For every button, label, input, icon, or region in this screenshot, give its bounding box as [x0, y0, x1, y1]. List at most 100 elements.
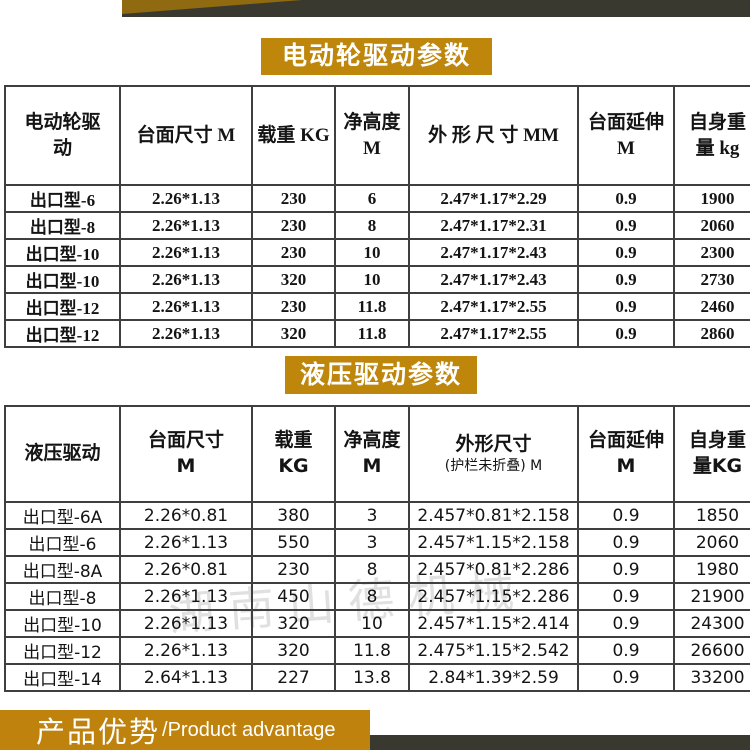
table-cell: 2.457*1.15*2.158	[408, 528, 579, 557]
table-cell: 0.9	[577, 319, 675, 348]
table-cell: 230	[251, 555, 336, 584]
table-cell: 33200	[673, 663, 750, 692]
hydraulic-drive-table: 液压驱动 台面尺寸 M 载重 KG 净高度 M 外形尺寸 (护栏未折叠) M 台面延伸 M 自身重 量K…	[4, 405, 750, 692]
table-cell: 10	[334, 238, 410, 267]
table-cell: 0.9	[577, 636, 675, 665]
table-cell: 出口型-8	[4, 582, 121, 611]
table-cell: 0.9	[577, 582, 675, 611]
table-cell: 320	[251, 636, 336, 665]
table-cell: 2.26*1.13	[119, 636, 253, 665]
table-cell: 2.26*1.13	[119, 292, 253, 321]
table-cell: 2.47*1.17*2.55	[408, 292, 579, 321]
table-cell: 2.457*0.81*2.158	[408, 501, 579, 530]
table-cell: 11.8	[334, 636, 410, 665]
table-cell: 0.9	[577, 609, 675, 638]
table-cell: 0.9	[577, 292, 675, 321]
column-header: 台面尺寸 M	[119, 85, 253, 186]
table-cell: 2.457*1.15*2.414	[408, 609, 579, 638]
table-row: 出口型-10 2.26*1.13 230 10 2.47*1.17*2.43 0.9 230…	[4, 238, 750, 267]
table-cell: 2.47*1.17*2.43	[408, 265, 579, 294]
table-cell: 230	[251, 292, 336, 321]
table-row: 出口型-12 2.26*1.13 320 11.8 2.47*1.17*2.55 0.9 2…	[4, 319, 750, 348]
table-cell: 出口型-14	[4, 663, 121, 692]
column-header: 外形尺寸 (护栏未折叠) M	[408, 405, 579, 503]
table-cell: 0.9	[577, 184, 675, 213]
column-header: 台面尺寸 M	[119, 405, 253, 503]
table-cell: 出口型-6	[4, 184, 121, 213]
table-row: 出口型-6 2.26*1.13 550 3 2.457*1.15*2.158 0.9 206…	[4, 528, 750, 557]
table-cell: 26600	[673, 636, 750, 665]
table-cell: 2060	[673, 528, 750, 557]
table-cell: 3	[334, 528, 410, 557]
table-cell: 2.47*1.17*2.55	[408, 319, 579, 348]
table-cell: 230	[251, 184, 336, 213]
table-row: 出口型-12 2.26*1.13 320 11.8 2.475*1.15*2.542 0.…	[4, 636, 750, 665]
table-cell: 24300	[673, 609, 750, 638]
table-cell: 1900	[673, 184, 750, 213]
table-row: 出口型-8A 2.26*0.81 230 8 2.457*0.81*2.286 0.9 19…	[4, 555, 750, 584]
product-advantage-banner: 产品优势 /Product advantage	[0, 710, 370, 750]
product-advantage-title-en: /Product advantage	[162, 718, 336, 741]
table-cell: 320	[251, 265, 336, 294]
table-row: 出口型-10 2.26*1.13 320 10 2.457*1.15*2.414 0.9 2…	[4, 609, 750, 638]
table-cell: 出口型-6A	[4, 501, 121, 530]
table-cell: 21900	[673, 582, 750, 611]
column-header: 载重 KG	[251, 405, 336, 503]
column-header: 载重 KG	[251, 85, 336, 186]
table-cell: 2.64*1.13	[119, 663, 253, 692]
table-cell: 2.26*1.13	[119, 582, 253, 611]
table-cell: 2.457*1.15*2.286	[408, 582, 579, 611]
column-header: 台面延伸 M	[577, 405, 675, 503]
table-cell: 2860	[673, 319, 750, 348]
electric-drive-section-title: 电动轮驱动参数	[261, 38, 492, 75]
table-cell: 出口型-12	[4, 319, 121, 348]
footer-dark-bar	[370, 735, 750, 750]
gold-wedge-decoration	[122, 0, 302, 14]
top-banner	[122, 0, 750, 17]
table-cell: 出口型-6	[4, 528, 121, 557]
table-cell: 2.47*1.17*2.31	[408, 211, 579, 240]
table-cell: 6	[334, 184, 410, 213]
table-cell: 8	[334, 211, 410, 240]
table-cell: 出口型-10	[4, 265, 121, 294]
table-cell: 450	[251, 582, 336, 611]
table-cell: 2.26*1.13	[119, 211, 253, 240]
table-cell: 10	[334, 265, 410, 294]
table-cell: 0.9	[577, 265, 675, 294]
table-cell: 2.475*1.15*2.542	[408, 636, 579, 665]
table-cell: 320	[251, 609, 336, 638]
table-cell: 2.47*1.17*2.29	[408, 184, 579, 213]
table-cell: 出口型-12	[4, 292, 121, 321]
table-cell: 2.26*1.13	[119, 238, 253, 267]
header-row: 液压驱动 台面尺寸 M 载重 KG 净高度 M 外形尺寸 (护栏未折叠) M 台面延伸 M 自身重 量K…	[4, 405, 750, 503]
table-cell: 2.47*1.17*2.43	[408, 238, 579, 267]
table-cell: 227	[251, 663, 336, 692]
table-cell: 出口型-8	[4, 211, 121, 240]
table-cell: 11.8	[334, 292, 410, 321]
table-cell: 230	[251, 238, 336, 267]
table-cell: 0.9	[577, 555, 675, 584]
table-row: 出口型-8 2.26*1.13 450 8 2.457*1.15*2.286 0.9 219…	[4, 582, 750, 611]
table-cell: 11.8	[334, 319, 410, 348]
column-header: 液压驱动	[4, 405, 121, 503]
table-cell: 0.9	[577, 238, 675, 267]
table-cell: 0.9	[577, 528, 675, 557]
table-cell: 13.8	[334, 663, 410, 692]
table-row: 出口型-14 2.64*1.13 227 13.8 2.84*1.39*2.59 0.9 3…	[4, 663, 750, 692]
table-cell: 出口型-8A	[4, 555, 121, 584]
column-header: 净高度 M	[334, 85, 410, 186]
column-header: 外 形 尺 寸 MM	[408, 85, 579, 186]
table-cell: 出口型-10	[4, 609, 121, 638]
table-cell: 2.26*1.13	[119, 528, 253, 557]
table-cell: 380	[251, 501, 336, 530]
table-cell: 0.9	[577, 501, 675, 530]
table-cell: 2460	[673, 292, 750, 321]
electric-drive-table: 电动轮驱动台面尺寸 M 载重 KG 净高度 M 外 形 尺 寸 MM 台面延伸 M 自身重量 …	[4, 85, 750, 348]
table-cell: 3	[334, 501, 410, 530]
table-cell: 0.9	[577, 663, 675, 692]
hydraulic-drive-section-title: 液压驱动参数	[285, 356, 477, 394]
table-cell: 1980	[673, 555, 750, 584]
table-row: 出口型-10 2.26*1.13 320 10 2.47*1.17*2.43 0.9 273…	[4, 265, 750, 294]
table-cell: 2.26*1.13	[119, 265, 253, 294]
